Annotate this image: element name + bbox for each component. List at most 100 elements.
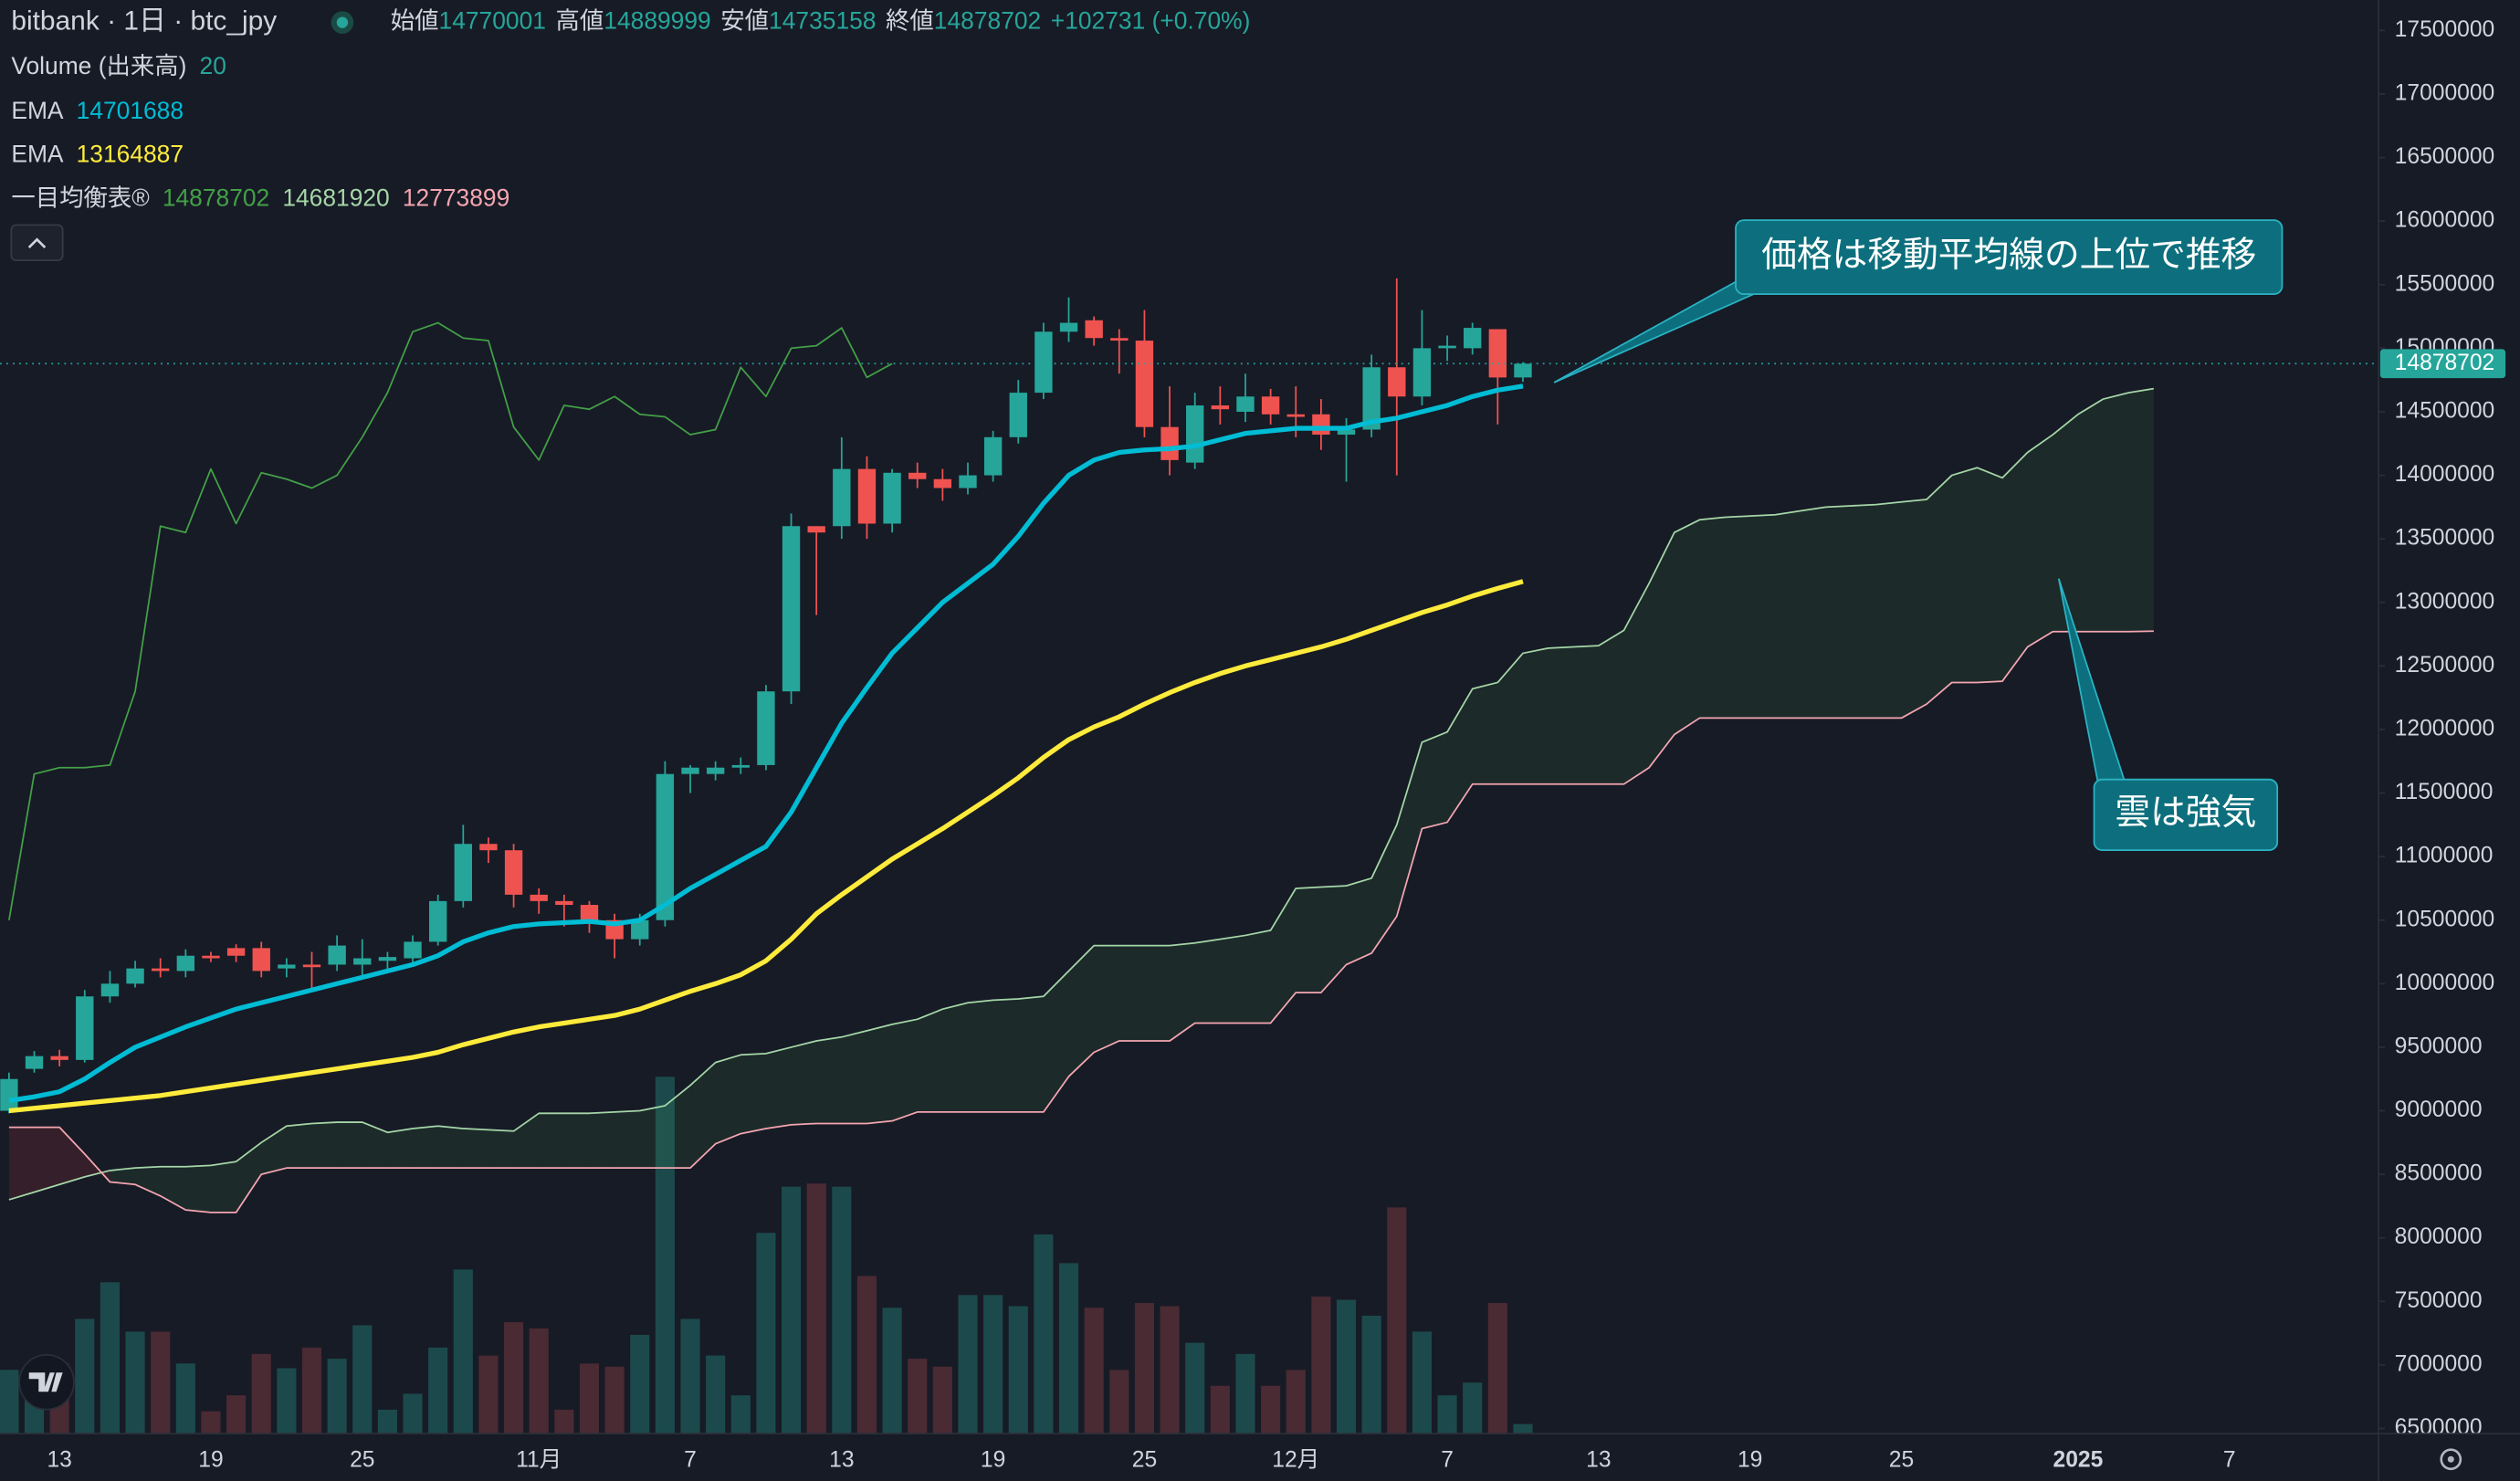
volume-bar <box>1513 1423 1533 1434</box>
cloud-fill <box>1320 886 1347 993</box>
y-tick-label: 9500000 <box>2395 1034 2483 1058</box>
cloud-fill <box>437 1126 464 1169</box>
volume-bar <box>806 1183 826 1434</box>
candle-body <box>908 472 927 479</box>
cloud-fill <box>1623 583 1650 784</box>
ohlc-label: 安値 <box>720 7 769 35</box>
volume-bar <box>478 1355 499 1434</box>
cloud-fill <box>1296 887 1321 993</box>
volume-bar <box>1361 1315 1381 1434</box>
cloud-fill <box>1220 935 1245 1024</box>
collapse-chevron[interactable] <box>27 237 47 249</box>
volume-legend: Volume (出来高) 20 <box>11 52 226 79</box>
cloud-fill <box>614 1110 640 1169</box>
cloud-fill <box>337 1122 362 1169</box>
candle-body <box>152 968 170 972</box>
cloud-fill <box>110 1168 136 1185</box>
y-tick-label: 14000000 <box>2395 462 2495 487</box>
volume-bar <box>277 1368 297 1434</box>
logo-mark[interactable] <box>28 1372 63 1392</box>
x-tick-label: 13 <box>829 1448 854 1473</box>
candle-body <box>302 964 321 968</box>
cloud-fill <box>2002 452 2028 682</box>
cloud-fill <box>841 1030 867 1124</box>
cloud-fill <box>665 1085 691 1169</box>
volume-bar <box>1109 1370 1129 1434</box>
volume-bar <box>226 1395 247 1434</box>
y-tick-label: 12500000 <box>2395 653 2495 677</box>
logo-circle[interactable] <box>18 1353 75 1411</box>
cloud-fill <box>413 1126 438 1169</box>
cloud-fill <box>992 999 1019 1112</box>
y-tick-label: 8500000 <box>2395 1161 2483 1186</box>
candle-body <box>353 958 372 965</box>
candle-body <box>807 526 825 533</box>
candle-body <box>731 764 750 768</box>
volume-bar <box>504 1321 524 1434</box>
cloud-fill <box>1371 825 1397 953</box>
ohlc-label: 高値 <box>556 7 604 35</box>
candle-body <box>1362 367 1381 430</box>
candle-body <box>933 478 952 488</box>
settings-icon-center[interactable] <box>2447 1455 2454 1463</box>
collapse-box[interactable] <box>10 224 64 262</box>
candle-body <box>681 767 699 774</box>
volume-bar <box>327 1359 347 1434</box>
volume-bar <box>151 1331 171 1434</box>
cloud-fill <box>968 1000 993 1112</box>
cloud-fill <box>286 1123 312 1169</box>
candle-body <box>1186 405 1204 463</box>
candle-body <box>1034 331 1053 394</box>
candle-body <box>1236 396 1255 412</box>
candle-body <box>202 955 220 959</box>
cloud-fill <box>311 1122 338 1169</box>
candle-body <box>50 1056 68 1060</box>
collapse-button[interactable] <box>10 224 64 262</box>
cloud-fill <box>1043 971 1069 1112</box>
candle-body <box>479 844 498 851</box>
callout-box <box>2093 778 2279 852</box>
y-tick-label: 7500000 <box>2395 1288 2483 1313</box>
callout-box <box>1735 219 2284 295</box>
volume-bar <box>1487 1303 1507 1434</box>
logo[interactable] <box>18 1353 75 1411</box>
volume-bar <box>856 1276 877 1434</box>
volume-bar <box>579 1363 600 1434</box>
volume-bar <box>1463 1382 1483 1434</box>
volume-bar <box>882 1308 902 1434</box>
settings-button[interactable] <box>2440 1448 2462 1471</box>
volume-bar <box>125 1331 145 1434</box>
candle-body <box>530 894 548 901</box>
cloud-fill <box>1699 517 1726 719</box>
cloud-fill <box>1144 945 1171 1041</box>
cloud-fill <box>261 1126 287 1175</box>
cloud-fill <box>2027 435 2053 647</box>
candle-body <box>757 691 775 765</box>
settings-icon[interactable] <box>2440 1448 2462 1471</box>
candle-body <box>1488 329 1507 378</box>
candle-body <box>656 773 675 920</box>
candle-body <box>378 957 397 961</box>
ohlc-legend: 始値14770001 高値14889999 安値14735158 終値14878702… <box>391 7 1251 35</box>
volume-bar <box>175 1363 195 1434</box>
cloud-fill <box>1094 945 1119 1053</box>
volume-bar <box>403 1393 423 1434</box>
cloud-fill <box>387 1129 414 1169</box>
volume-bar <box>1034 1234 1054 1434</box>
volume-bar <box>377 1409 397 1434</box>
y-tick-label: 6500000 <box>2395 1415 2483 1440</box>
candle-body <box>1110 338 1129 341</box>
candle-body <box>555 900 573 906</box>
y-tick-label: 17500000 <box>2395 17 2495 42</box>
plot-layer: 6500000 7000000 7500000 8000000 8500000 90000… <box>0 17 2506 1473</box>
cloud-fill <box>1244 930 1271 1024</box>
x-tick-label: 7 <box>684 1448 697 1473</box>
callout-text: 価格は移動平均線の上位で推移 <box>1761 236 2256 275</box>
candle-body <box>1388 367 1406 397</box>
candle-body <box>1009 393 1027 437</box>
candle-body <box>1085 320 1103 339</box>
cloud-fill <box>1396 741 1423 917</box>
y-tick-label: 10000000 <box>2395 971 2495 995</box>
volume-bar <box>352 1325 373 1434</box>
